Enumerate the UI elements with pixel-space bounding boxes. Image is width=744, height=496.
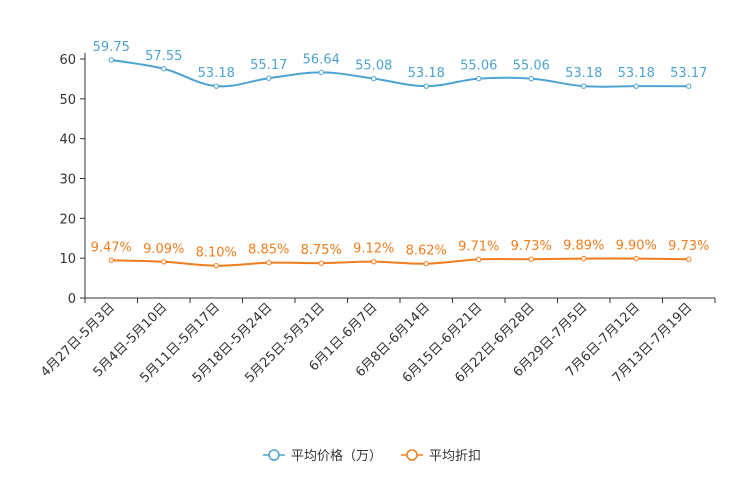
data-label: 53.18 <box>618 66 655 81</box>
data-point[interactable] <box>318 260 324 266</box>
data-label: 8.85% <box>248 243 289 258</box>
data-label: 9.73% <box>511 239 552 254</box>
legend-marker-icon <box>268 449 280 461</box>
data-point[interactable] <box>318 69 324 76</box>
data-point[interactable] <box>686 83 692 89</box>
data-label: 55.08 <box>355 59 392 74</box>
y-tick-label: 50 <box>59 93 76 108</box>
data-label: 8.75% <box>301 243 342 258</box>
data-point[interactable] <box>371 75 377 82</box>
y-tick-label: 40 <box>59 133 76 148</box>
data-label: 8.10% <box>196 246 237 261</box>
data-point[interactable] <box>633 255 639 262</box>
data-point[interactable] <box>161 66 167 72</box>
data-point[interactable] <box>476 256 482 263</box>
data-label: 53.18 <box>198 66 235 81</box>
data-label: 9.89% <box>563 239 604 254</box>
data-point[interactable] <box>371 258 377 265</box>
data-point[interactable] <box>266 260 272 266</box>
data-label: 59.75 <box>93 40 130 55</box>
series-line <box>111 59 689 88</box>
legend-label: 平均价格（万） <box>291 448 382 464</box>
data-label: 55.06 <box>460 59 497 74</box>
data-label: 9.47% <box>91 240 132 255</box>
data-point[interactable] <box>528 75 534 82</box>
data-point[interactable] <box>476 75 482 82</box>
y-tick-label: 0 <box>68 292 76 307</box>
data-point[interactable] <box>686 256 692 262</box>
y-tick-label: 10 <box>59 252 76 267</box>
data-point[interactable] <box>423 83 429 89</box>
legend[interactable]: 平均价格（万） 平均折扣 <box>263 448 481 464</box>
data-point[interactable] <box>108 257 114 263</box>
legend-item-1[interactable]: 平均价格（万） <box>263 448 382 464</box>
data-label: 9.71% <box>458 239 499 254</box>
series-layer: 59.75 57.55 53.18 55.17 56.64 55.08 53.18 55.06… <box>91 40 709 269</box>
data-label: 9.09% <box>143 242 184 257</box>
data-point[interactable] <box>108 57 114 63</box>
legend-marker-icon <box>406 449 418 461</box>
legend-label: 平均折扣 <box>429 449 481 464</box>
axes: 01020304050604月27日-5月3日5月4日-5月10日5月11日-5… <box>38 53 716 386</box>
legend-item-2[interactable]: 平均折扣 <box>401 449 481 464</box>
y-tick-label: 30 <box>59 173 76 188</box>
data-label: 8.62% <box>406 244 447 259</box>
data-label: 55.06 <box>513 59 550 74</box>
data-label: 9.73% <box>668 239 709 254</box>
data-label: 56.64 <box>303 52 340 67</box>
data-point[interactable] <box>213 263 219 269</box>
data-point[interactable] <box>423 260 429 267</box>
data-label: 53.18 <box>565 66 602 81</box>
y-tick-label: 20 <box>59 212 76 227</box>
data-label: 53.17 <box>670 66 707 81</box>
data-point[interactable] <box>161 259 167 265</box>
series-line <box>111 257 689 267</box>
data-point[interactable] <box>213 83 219 89</box>
data-label: 57.55 <box>145 49 182 64</box>
data-point[interactable] <box>581 83 587 89</box>
y-tick-label: 60 <box>59 53 76 68</box>
data-label: 9.12% <box>353 242 394 257</box>
data-label: 53.18 <box>408 66 445 81</box>
data-point[interactable] <box>528 256 534 262</box>
data-point[interactable] <box>266 75 272 81</box>
data-point[interactable] <box>581 255 587 262</box>
data-label: 9.90% <box>616 239 657 254</box>
data-point[interactable] <box>633 83 639 89</box>
series-2: 9.47% 9.09% 8.10% 8.85% 8.75% 9.12% 8.62% 9.71%… <box>91 239 709 269</box>
data-label: 55.17 <box>250 58 287 73</box>
series-1: 59.75 57.55 53.18 55.17 56.64 55.08 53.18 55.06… <box>93 40 707 89</box>
